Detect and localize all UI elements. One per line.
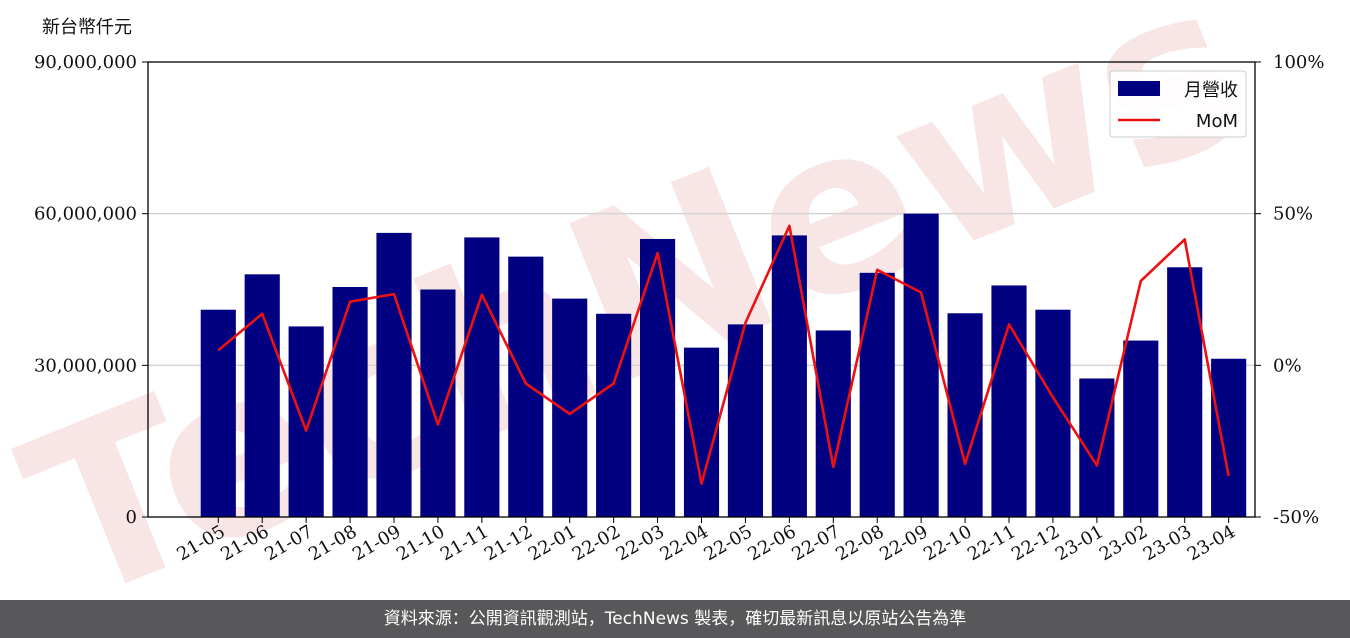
revenue-bar	[683, 347, 720, 517]
revenue-bar	[815, 330, 851, 517]
y-axis-unit-label: 新台幣仟元	[42, 17, 132, 38]
x-tick-label: 23-01	[1052, 521, 1107, 565]
y-left-tick-label: 90,000,000	[34, 52, 137, 73]
y-right-tick-label: -50%	[1273, 507, 1319, 528]
footer-source-note: 資料來源：公開資訊觀測站，TechNews 製表，確切最新訊息以原站公告為準	[0, 600, 1350, 638]
x-tick-label: 21-11	[437, 521, 492, 565]
x-tick-label: 22-03	[613, 521, 668, 565]
x-tick-label: 22-01	[525, 521, 580, 565]
legend-bar-swatch	[1118, 81, 1160, 96]
revenue-bar	[640, 238, 676, 517]
revenue-bar	[1123, 340, 1159, 517]
revenue-bar	[552, 298, 588, 517]
y-left-tick-label: 30,000,000	[34, 355, 137, 376]
revenue-bar	[727, 324, 763, 517]
revenue-bar	[859, 272, 895, 517]
mom-line	[217, 224, 1230, 485]
x-tick-label: 23-02	[1096, 521, 1151, 565]
x-tick-label: 22-07	[788, 521, 843, 565]
revenue-bar	[288, 326, 324, 517]
revenue-bar	[200, 309, 236, 517]
revenue-bar	[991, 285, 1027, 517]
revenue-bar	[1035, 309, 1071, 517]
y-left-tick-label: 60,000,000	[34, 204, 137, 225]
legend: 月營收 MoM	[1109, 70, 1247, 138]
x-tick-label: 22-06	[744, 521, 799, 565]
x-tick-label: 22-10	[920, 521, 975, 565]
revenue-bar	[376, 232, 412, 517]
revenue-bar	[332, 286, 368, 517]
y-left-tick-label: 0	[126, 507, 137, 528]
revenue-bar	[903, 213, 939, 517]
revenue-bar	[1211, 358, 1247, 517]
x-tick-label: 22-09	[876, 521, 931, 565]
x-tick-label: 23-04	[1184, 521, 1239, 565]
x-tick-label: 23-03	[1140, 521, 1195, 565]
x-tick-label: 22-08	[832, 521, 887, 565]
y-right-tick-label: 0%	[1273, 355, 1302, 376]
revenue-bar	[464, 237, 500, 517]
y-right-tick-label: 50%	[1273, 204, 1313, 225]
revenue-bar	[420, 289, 456, 517]
x-tick-label: 22-12	[1008, 521, 1063, 565]
revenue-bar	[244, 274, 280, 517]
revenue-bar	[771, 235, 807, 517]
x-tick-label: 22-04	[657, 521, 712, 565]
legend-bar-label: 月營收	[1184, 80, 1238, 101]
chart: TechNews 030,000,00060,000,00090,000,000…	[0, 0, 1324, 600]
mom-line-series	[217, 224, 1230, 485]
revenue-bar	[508, 256, 544, 517]
x-tick-label: 22-05	[700, 521, 755, 565]
legend-line-label: MoM	[1196, 111, 1238, 132]
x-tick-label: 22-02	[569, 521, 624, 565]
y-right-tick-label: 100%	[1273, 52, 1324, 73]
x-tick-label: 22-11	[964, 521, 1019, 565]
x-tick-label: 21-12	[481, 521, 536, 565]
